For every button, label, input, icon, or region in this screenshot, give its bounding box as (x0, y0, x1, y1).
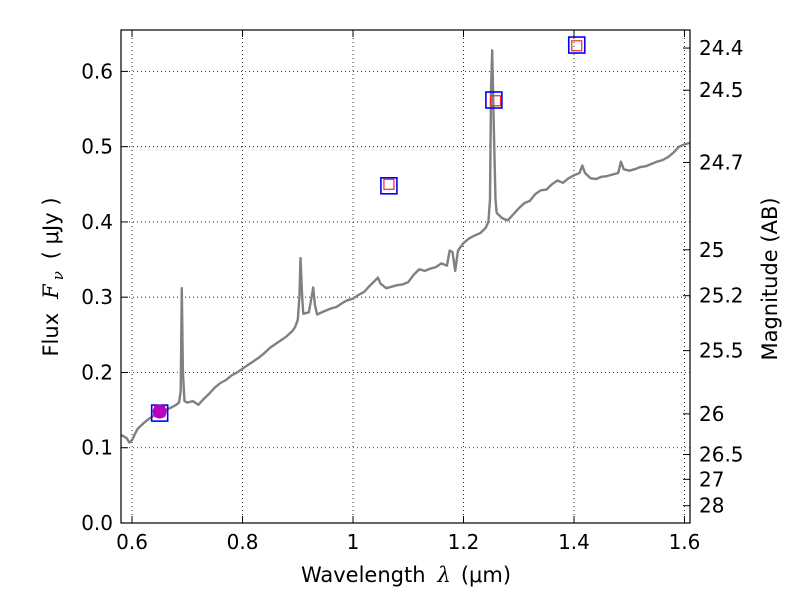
y-tick-label: 0.2 (81, 360, 113, 384)
x-tick-label: 1.2 (448, 530, 480, 554)
grid-lines (121, 30, 690, 524)
y2-tick-label: 25.5 (699, 339, 744, 363)
photometry-square-marker (380, 177, 398, 195)
photometry-square-marker (485, 91, 503, 109)
y-tick-label: 0.6 (81, 59, 113, 83)
model-square-marker (571, 40, 583, 52)
y-tick-labels: 0.0 0.1 0.2 0.3 0.4 0.5 0.6 (81, 59, 113, 535)
photometry-square-marker (567, 36, 586, 54)
y2-tick-label: 26 (699, 402, 724, 426)
y-axis-label: Flux F ν ( μJy ) (39, 197, 67, 356)
x-tick-label: 0.8 (227, 530, 259, 554)
x-axis-label: Wavelength λ (μm) (301, 563, 511, 587)
circle-marker (152, 404, 167, 419)
y2-tick-label: 28 (699, 494, 724, 518)
y2-tick-labels: 24.4 24.5 24.7 25 25.2 25.5 26 26.527 28 (699, 36, 744, 518)
y2-axis-label: Magnitude (AB) (758, 197, 782, 360)
spectrum-line (120, 49, 691, 444)
y2-tick-label: 24.7 (699, 150, 744, 174)
y2-tick-label: 24.4 (699, 36, 744, 60)
x-tick-label: 0.6 (116, 530, 148, 554)
y2-tick-label: 27 (699, 467, 724, 491)
spectrum-series (120, 49, 691, 444)
y-tick-label: 0.0 (81, 511, 113, 535)
x-tick-labels: 0.6 0.8 1 1.2 1.4 1.6 (116, 530, 700, 554)
y-tick-label: 0.3 (81, 285, 113, 309)
y2-tick-label: 25.2 (699, 284, 744, 308)
model-square-marker (383, 178, 395, 190)
x-tick-label: 1.6 (669, 530, 701, 554)
y2-tick-label: 26.5 (699, 443, 744, 467)
model-square-marker (489, 95, 502, 107)
x-tick-label: 1.4 (558, 530, 590, 554)
y2-tick-label: 24.5 (699, 78, 744, 102)
y2-tick-label: 25 (699, 238, 724, 262)
y-tick-label: 0.5 (81, 135, 113, 159)
photometry-markers (150, 36, 586, 422)
plot-frame (120, 29, 691, 524)
y-tick-label: 0.4 (81, 210, 113, 234)
tick-marks (121, 30, 690, 524)
y-tick-label: 0.1 (81, 436, 113, 460)
x-tick-label: 1 (347, 530, 360, 554)
